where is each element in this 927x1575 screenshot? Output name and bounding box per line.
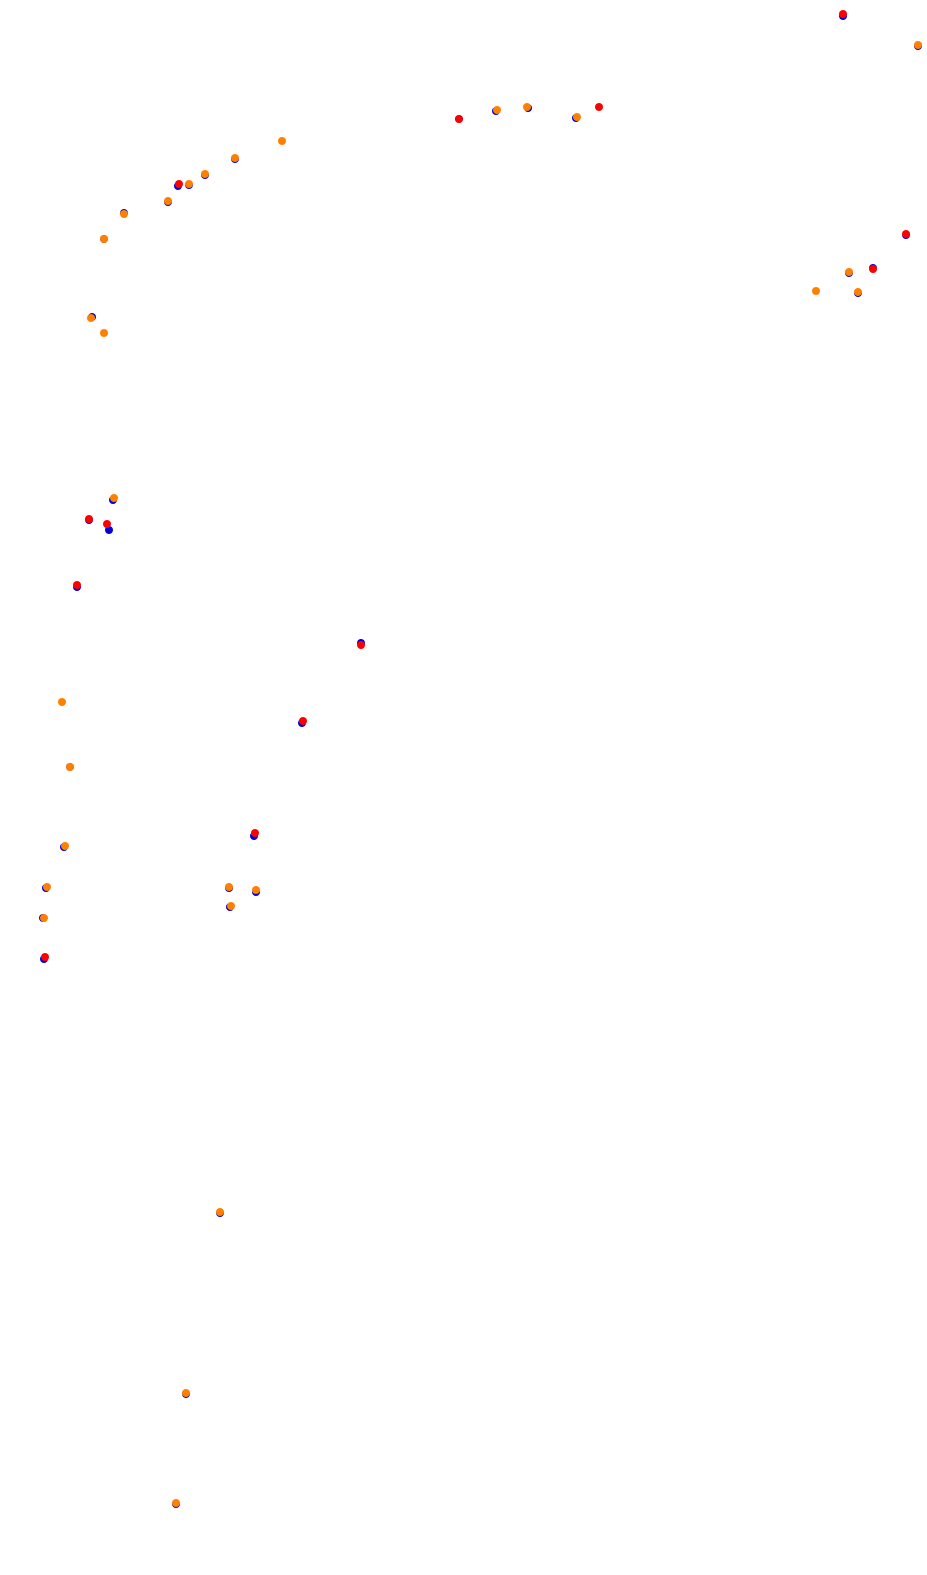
point xyxy=(58,698,66,706)
point xyxy=(110,494,118,502)
point xyxy=(493,106,501,114)
point xyxy=(85,515,93,523)
point xyxy=(66,763,74,771)
point xyxy=(869,265,877,273)
point xyxy=(839,10,847,18)
point xyxy=(164,197,172,205)
point xyxy=(182,1389,190,1397)
point xyxy=(854,288,862,296)
point xyxy=(216,1208,224,1216)
point xyxy=(201,170,209,178)
point xyxy=(914,41,922,49)
point xyxy=(100,235,108,243)
point xyxy=(455,115,463,123)
point xyxy=(40,914,48,922)
point xyxy=(278,137,286,145)
point xyxy=(231,154,239,162)
point xyxy=(172,1499,180,1507)
point xyxy=(185,180,193,188)
point xyxy=(227,902,235,910)
point xyxy=(251,829,259,837)
point xyxy=(87,314,95,322)
point xyxy=(43,883,51,891)
point xyxy=(357,641,365,649)
point xyxy=(252,886,260,894)
point xyxy=(61,842,69,850)
point xyxy=(73,581,81,589)
point xyxy=(103,520,111,528)
point xyxy=(175,180,183,188)
point xyxy=(845,268,853,276)
point xyxy=(299,717,307,725)
point xyxy=(812,287,820,295)
point xyxy=(902,230,910,238)
point xyxy=(120,210,128,218)
point xyxy=(41,953,49,961)
point xyxy=(225,883,233,891)
point xyxy=(573,113,581,121)
point xyxy=(523,103,531,111)
point xyxy=(100,329,108,337)
point xyxy=(595,103,603,111)
